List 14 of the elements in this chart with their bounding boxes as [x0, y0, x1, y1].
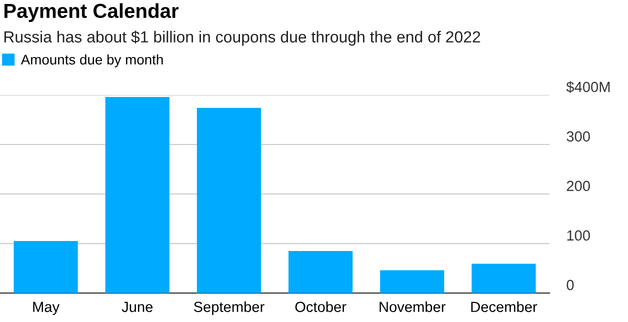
legend-label: Amounts due by month	[20, 54, 163, 68]
x-tick-label: December	[471, 301, 538, 312]
y-tick-label: $400M	[566, 81, 610, 93]
y-tick-label: 0	[566, 280, 574, 290]
x-tick-label: June	[122, 302, 153, 312]
x-tick-label: May	[33, 302, 60, 315]
y-tick-label: 300	[566, 131, 590, 142]
y-tick-label: 100	[567, 230, 590, 241]
chart-title: Payment Calendar	[4, 3, 179, 22]
x-tick-label: September	[194, 301, 264, 315]
chart-subtitle: Russia has about $1 billion in coupons due through the end of 2022	[4, 30, 480, 46]
x-tick-label: October	[295, 301, 346, 312]
y-tick-label: 200	[566, 180, 590, 192]
x-tick-label: November	[380, 301, 446, 312]
